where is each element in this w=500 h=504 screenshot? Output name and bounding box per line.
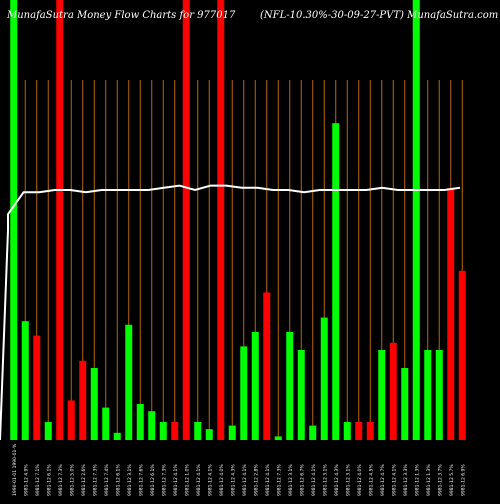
- x-tick-label: 9981-12 4.1%: [265, 464, 271, 496]
- bar-up: [343, 422, 351, 440]
- x-tick-label: 9981-12 2.6%: [81, 464, 87, 496]
- bar-down: [182, 0, 190, 440]
- bar-up: [424, 350, 432, 440]
- bar-down: [171, 422, 179, 440]
- x-tick-label: 9981-12 1.3%: [414, 464, 420, 496]
- bar-up: [240, 346, 248, 440]
- x-tick-label: 9981-12 5.0%: [69, 464, 75, 496]
- bar-down: [67, 400, 75, 440]
- x-tick-label: 9981-12 1.3%: [426, 464, 432, 496]
- x-tick-label: 9981-12 6.9%: [460, 464, 466, 496]
- bar-down: [263, 292, 271, 440]
- x-tick-label: 9981-12 1.0%: [184, 464, 190, 496]
- bar-up: [412, 0, 420, 440]
- x-tick-label: 9981-12 7.1%: [35, 464, 41, 496]
- bar-up: [90, 368, 98, 440]
- bar-up: [148, 411, 156, 440]
- bar-up: [113, 432, 121, 440]
- bar-up: [10, 0, 18, 440]
- bar-down: [79, 360, 87, 440]
- bar-up: [309, 425, 317, 440]
- bar-down: [217, 0, 225, 440]
- bar-up: [44, 422, 52, 440]
- x-tick-label: 9981-12 6.1%: [115, 464, 121, 496]
- x-tick-label: 9981-12 7.3%: [161, 464, 167, 496]
- x-tick-label: 9981-12 4.3%: [230, 464, 236, 496]
- x-tick-label: 9981-12 4.1%: [173, 464, 179, 496]
- x-tick-label: 9981-12 7.3%: [92, 464, 98, 496]
- x-tick-label: 9981-12 3.1%: [288, 464, 294, 496]
- x-tick-label: 9981-12 6.7%: [299, 464, 305, 496]
- bar-up: [125, 324, 133, 440]
- bar-down: [355, 422, 363, 440]
- x-tick-label: 9981-12 3.1%: [322, 464, 328, 496]
- x-tick-label: 9981-12 3.3%: [403, 464, 409, 496]
- x-tick-label: 9981-12 4.1%: [196, 464, 202, 496]
- x-tick-label: 9981-12 3.1%: [345, 464, 351, 496]
- bar-down: [366, 422, 374, 440]
- bar-down: [56, 0, 64, 440]
- bar-up: [401, 368, 409, 440]
- bar-down: [458, 270, 466, 440]
- bar-up: [102, 407, 110, 440]
- bar-up: [136, 404, 144, 440]
- bar-up: [435, 350, 443, 440]
- bar-down: [389, 342, 397, 440]
- bar-up: [297, 350, 305, 440]
- x-tick-label: 9981-12 4.1%: [311, 464, 317, 496]
- x-tick-label: 9981-12 6.1%: [150, 464, 156, 496]
- x-tick-label: 9981-12 5.7%: [449, 464, 455, 496]
- bar-up: [286, 332, 294, 440]
- x-tick-label: 9981-12 4.7%: [380, 464, 386, 496]
- x-tick-label: 9981-12 4.1%: [242, 464, 248, 496]
- bar-up: [159, 422, 167, 440]
- x-tick-label: 9981-12 4.3%: [334, 464, 340, 496]
- x-tick-label: 9981-12 4.0%: [219, 464, 225, 496]
- x-tick-label: 9981-12 6.1%: [46, 464, 52, 496]
- x-tick-label: 9981-12 4.5%: [368, 464, 374, 496]
- x-tick-label: 9981-12 4.0%: [357, 464, 363, 496]
- x-tick-label: 9981-12 7.3%: [276, 464, 282, 496]
- money-flow-line: [0, 184, 461, 441]
- bar-down: [33, 335, 41, 440]
- bar-up: [378, 350, 386, 440]
- bar-up: [274, 436, 282, 440]
- bar-up: [21, 321, 29, 440]
- x-tick-label: 9981-12 7.4%: [104, 464, 110, 496]
- x-tick-label: 9981-12 4.1%: [207, 464, 213, 496]
- x-tick-label: 9981-12 7.6%: [138, 464, 144, 496]
- x-tick-label: 9981-12 7.3%: [58, 464, 64, 496]
- x-tick-label: 9981-12 4.1%: [391, 464, 397, 496]
- chart-subtitle: (NFL-10.30%-30-09-27-PVT) MunafaSutra.co…: [260, 10, 499, 21]
- bar-down: [447, 188, 455, 440]
- bar-up: [194, 422, 202, 440]
- chart-title: MunafaSutra Money Flow Charts for 977017: [7, 10, 236, 21]
- bar-up: [205, 429, 213, 440]
- x-tick-label: 9981-12 4.9%: [23, 464, 29, 496]
- bar-up: [332, 123, 340, 440]
- x-tick-label: 9981-12 3.7%: [437, 464, 443, 496]
- x-tick-label: 9981-12 2.8%: [253, 464, 259, 496]
- x-tick-label: 1990-01-01 1990-01-%: [12, 443, 18, 496]
- bar-up: [228, 425, 236, 440]
- bar-up: [251, 332, 259, 440]
- x-tick-label: 9981-12 3.1%: [127, 464, 133, 496]
- bar-up: [320, 317, 328, 440]
